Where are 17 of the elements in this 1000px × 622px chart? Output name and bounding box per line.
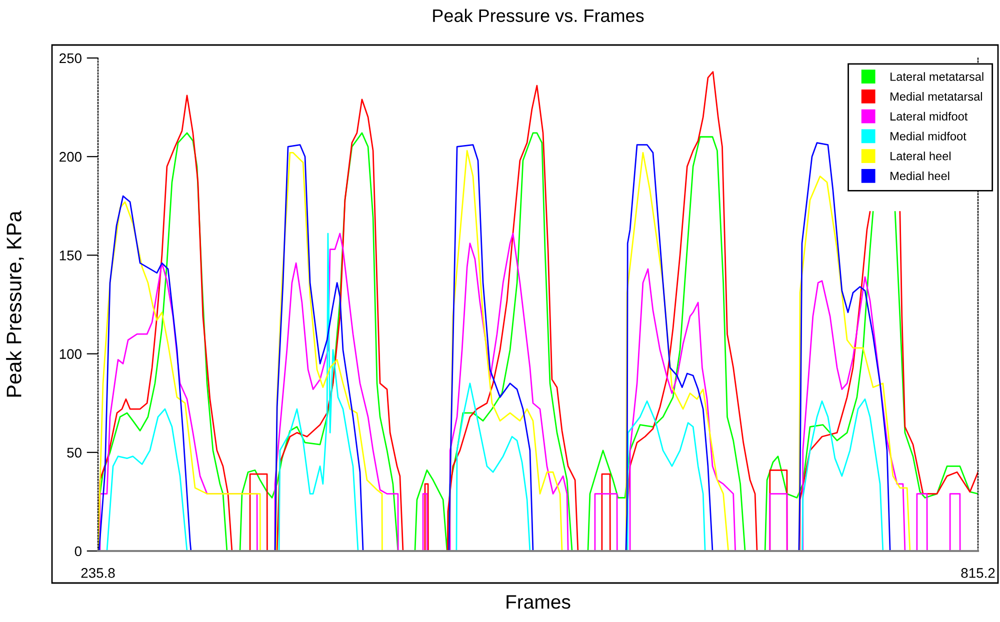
y-tick-label: 0: [74, 546, 82, 556]
x-axis-title: Frames: [506, 595, 570, 609]
y-axis-title: Peak Pressure, KPa: [6, 210, 24, 397]
legend-label: Medial midfoot: [890, 132, 966, 140]
x-tick-label: 235.8: [81, 568, 115, 578]
legend-label: Lateral heel: [890, 152, 950, 160]
legend-label: Medial metatarsal: [890, 92, 982, 101]
y-tick-label: 200: [60, 152, 82, 162]
y-tick-label: 100: [60, 349, 82, 359]
legend-label: Lateral metatarsal: [890, 72, 984, 81]
x-tick-label: 815.2: [961, 568, 995, 578]
y-tick-label: 250: [60, 53, 82, 64]
y-tick-label: 150: [60, 250, 82, 260]
y-tick-label: 50: [67, 448, 82, 458]
legend-label: Lateral midfoot: [890, 112, 968, 121]
legend-label: Medial heel: [890, 171, 950, 180]
chart-title: Peak Pressure vs. Frames: [433, 8, 644, 22]
